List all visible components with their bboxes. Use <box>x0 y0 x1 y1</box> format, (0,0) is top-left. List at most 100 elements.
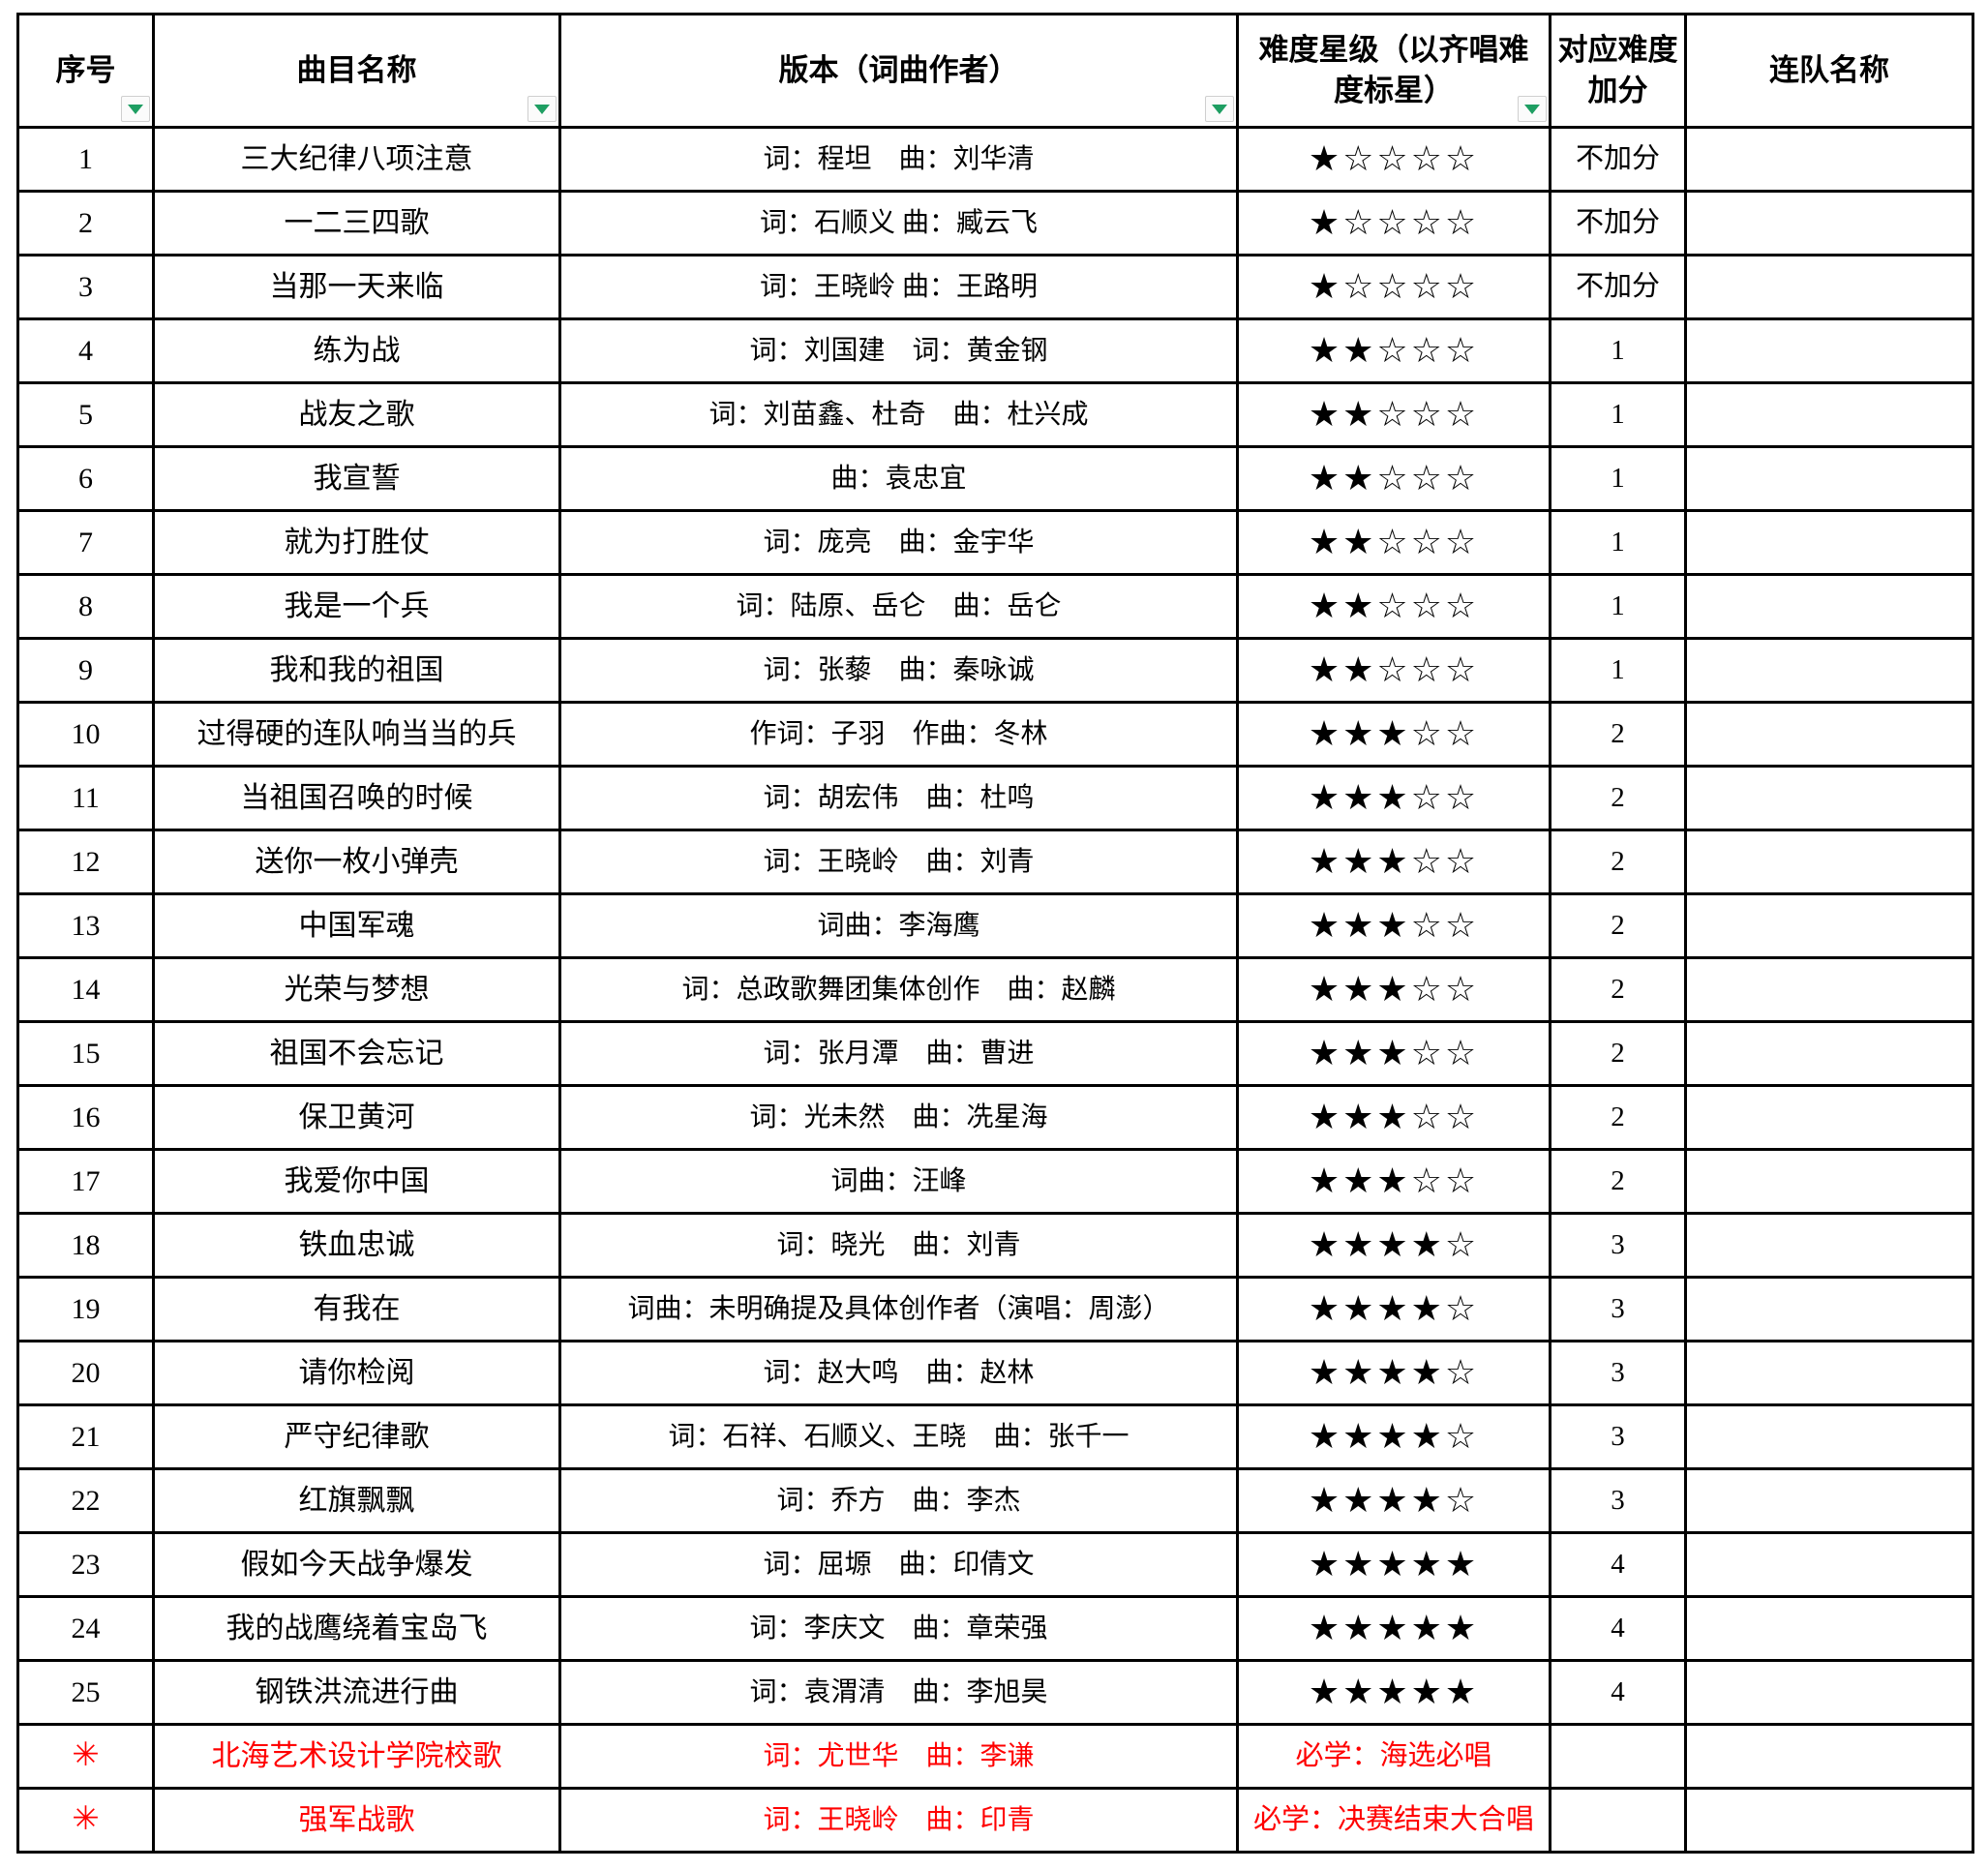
difficulty-stars-cell: ★★☆☆☆ <box>1236 317 1551 384</box>
table-row: 19 有我在 词曲：未明确提及具体创作者（演唱：周澎） ★★★★☆ 3 <box>16 1276 1974 1342</box>
difficulty-stars-cell: ★★☆☆☆ <box>1236 637 1551 704</box>
filter-dropdown-button[interactable] <box>527 96 557 122</box>
serial-number-cell: 12 <box>16 829 155 895</box>
song-title-cell: 假如今天战争爆发 <box>152 1531 561 1598</box>
bonus-points-cell: 2 <box>1549 1084 1687 1151</box>
table-row: 12 送你一枚小弹壳 词：王晓岭 曲：刘青 ★★★☆☆ 2 <box>16 829 1974 895</box>
song-list-sheet: 序号 曲目名称 版本（词曲作者） 难度星级（以齐唱难度标星） 对应难度加分 连队… <box>16 13 1974 1854</box>
table-row: 4 练为战 词：刘国建 词：黄金钢 ★★☆☆☆ 1 <box>16 317 1974 384</box>
serial-number-cell: 15 <box>16 1020 155 1087</box>
version-authors-cell: 词：尤世华 曲：李谦 <box>558 1723 1239 1790</box>
song-title-cell: 强军战歌 <box>152 1787 561 1854</box>
filter-dropdown-button[interactable] <box>121 96 150 122</box>
company-name-cell <box>1684 1084 1974 1151</box>
version-authors-cell: 词：张藜 曲：秦咏诚 <box>558 637 1239 704</box>
difficulty-stars-cell: ★★★☆☆ <box>1236 1148 1551 1215</box>
company-name-cell <box>1684 381 1974 448</box>
version-authors-cell: 词：陆原、岳仑 曲：岳仑 <box>558 573 1239 640</box>
song-title-cell: 练为战 <box>152 317 561 384</box>
company-name-cell <box>1684 1340 1974 1406</box>
difficulty-stars-cell: 必学：海选必唱 <box>1236 1723 1551 1790</box>
bonus-points-cell: 2 <box>1549 701 1687 768</box>
songs-table: 序号 曲目名称 版本（词曲作者） 难度星级（以齐唱难度标星） 对应难度加分 连队… <box>16 13 1974 1854</box>
company-name-cell <box>1684 1595 1974 1662</box>
serial-number-cell: 6 <box>16 445 155 512</box>
serial-number-cell: 14 <box>16 956 155 1023</box>
difficulty-stars-cell: ★★★★☆ <box>1236 1467 1551 1534</box>
company-name-cell <box>1684 1659 1974 1726</box>
filter-dropdown-button[interactable] <box>1518 96 1547 122</box>
column-header-label: 对应难度加分 <box>1557 33 1678 107</box>
difficulty-stars-cell: ★★★★★ <box>1236 1659 1551 1726</box>
filter-dropdown-button[interactable] <box>1205 96 1234 122</box>
bonus-points-cell: 3 <box>1549 1212 1687 1279</box>
song-title-cell: 祖国不会忘记 <box>152 1020 561 1087</box>
difficulty-stars-cell: ★★★☆☆ <box>1236 1084 1551 1151</box>
serial-number-cell: 8 <box>16 573 155 640</box>
serial-number-cell: 21 <box>16 1403 155 1470</box>
song-title-cell: 我是一个兵 <box>152 573 561 640</box>
serial-number-cell: 20 <box>16 1340 155 1406</box>
filter-arrow-icon <box>1212 104 1227 114</box>
difficulty-stars-cell: ★★★☆☆ <box>1236 956 1551 1023</box>
difficulty-stars-cell: ★★★★★ <box>1236 1531 1551 1598</box>
company-name-cell <box>1684 1403 1974 1470</box>
song-title-cell: 北海艺术设计学院校歌 <box>152 1723 561 1790</box>
bonus-points-cell: 3 <box>1549 1467 1687 1534</box>
difficulty-stars-cell: ★★★★☆ <box>1236 1403 1551 1470</box>
song-title-cell: 我爱你中国 <box>152 1148 561 1215</box>
version-authors-cell: 词：光未然 曲：冼星海 <box>558 1084 1239 1151</box>
column-header-label: 曲目名称 <box>296 53 417 88</box>
company-name-cell <box>1684 190 1974 256</box>
company-name-cell <box>1684 956 1974 1023</box>
song-title-cell: 当祖国召唤的时候 <box>152 765 561 831</box>
table-row: 15 祖国不会忘记 词：张月潭 曲：曹进 ★★★☆☆ 2 <box>16 1020 1974 1087</box>
column-header-1: 序号 <box>16 13 155 129</box>
version-authors-cell: 作词：子羽 作曲：冬林 <box>558 701 1239 768</box>
bonus-points-cell: 2 <box>1549 1148 1687 1215</box>
version-authors-cell: 词：总政歌舞团集体创作 曲：赵麟 <box>558 956 1239 1023</box>
song-title-cell: 红旗飘飘 <box>152 1467 561 1534</box>
serial-number-cell: 17 <box>16 1148 155 1215</box>
table-row: ✳ 北海艺术设计学院校歌 词：尤世华 曲：李谦 必学：海选必唱 <box>16 1723 1974 1790</box>
column-header-label: 序号 <box>55 53 116 88</box>
difficulty-stars-cell: ★★★★☆ <box>1236 1276 1551 1342</box>
table-row: 16 保卫黄河 词：光未然 曲：冼星海 ★★★☆☆ 2 <box>16 1084 1974 1151</box>
company-name-cell <box>1684 254 1974 320</box>
difficulty-stars-cell: ★☆☆☆☆ <box>1236 190 1551 256</box>
song-title-cell: 请你检阅 <box>152 1340 561 1406</box>
company-name-cell <box>1684 1276 1974 1342</box>
bonus-points-cell: 2 <box>1549 765 1687 831</box>
column-header-label: 连队名称 <box>1769 53 1889 88</box>
column-header-2: 曲目名称 <box>152 13 561 129</box>
song-title-cell: 三大纪律八项注意 <box>152 126 561 193</box>
table-row: 7 就为打胜仗 词：庞亮 曲：金宇华 ★★☆☆☆ 1 <box>16 509 1974 576</box>
table-row: 24 我的战鹰绕着宝岛飞 词：李庆文 曲：章荣强 ★★★★★ 4 <box>16 1595 1974 1662</box>
filter-arrow-icon <box>1524 104 1540 114</box>
company-name-cell <box>1684 1467 1974 1534</box>
difficulty-stars-cell: ★★★★★ <box>1236 1595 1551 1662</box>
bonus-points-cell: 不加分 <box>1549 254 1687 320</box>
serial-number-cell: 7 <box>16 509 155 576</box>
table-row: ✳ 强军战歌 词：王晓岭 曲：印青 必学：决赛结束大合唱 <box>16 1787 1974 1854</box>
column-header-6: 连队名称 <box>1684 13 1974 129</box>
company-name-cell <box>1684 765 1974 831</box>
serial-number-cell: 1 <box>16 126 155 193</box>
table-row: 25 钢铁洪流进行曲 词：袁渭清 曲：李旭昊 ★★★★★ 4 <box>16 1659 1974 1726</box>
company-name-cell <box>1684 637 1974 704</box>
table-row: 22 红旗飘飘 词：乔方 曲：李杰 ★★★★☆ 3 <box>16 1467 1974 1534</box>
version-authors-cell: 词：赵大鸣 曲：赵林 <box>558 1340 1239 1406</box>
song-title-cell: 送你一枚小弹壳 <box>152 829 561 895</box>
table-row: 6 我宣誓 曲：袁忠宜 ★★☆☆☆ 1 <box>16 445 1974 512</box>
bonus-points-cell: 1 <box>1549 509 1687 576</box>
song-title-cell: 我和我的祖国 <box>152 637 561 704</box>
serial-number-cell: 10 <box>16 701 155 768</box>
column-header-label: 难度星级（以齐唱难度标星） <box>1258 33 1529 107</box>
bonus-points-cell: 3 <box>1549 1340 1687 1406</box>
difficulty-stars-cell: ★★☆☆☆ <box>1236 509 1551 576</box>
version-authors-cell: 词：王晓岭 曲：印青 <box>558 1787 1239 1854</box>
serial-number-cell: 5 <box>16 381 155 448</box>
difficulty-stars-cell: ★☆☆☆☆ <box>1236 126 1551 193</box>
bonus-points-cell: 4 <box>1549 1595 1687 1662</box>
version-authors-cell: 词：胡宏伟 曲：杜鸣 <box>558 765 1239 831</box>
